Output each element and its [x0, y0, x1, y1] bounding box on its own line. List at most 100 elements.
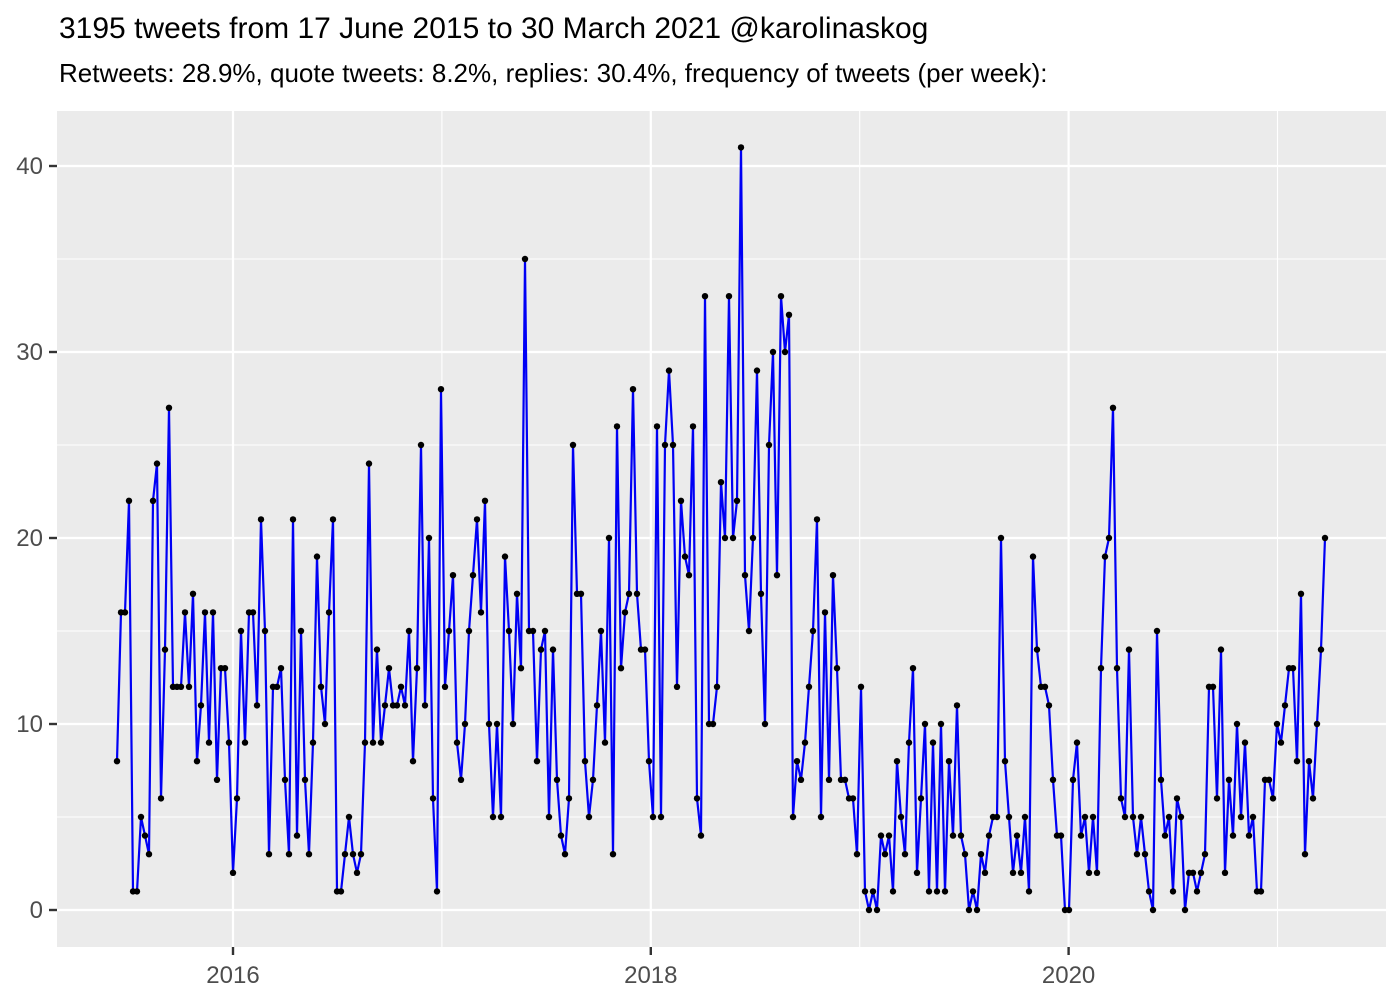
data-point	[717, 479, 725, 486]
data-point	[761, 720, 769, 728]
data-point	[1045, 702, 1053, 709]
data-point	[353, 869, 361, 876]
data-point	[1093, 869, 1101, 876]
data-point	[1237, 813, 1245, 821]
data-point	[437, 386, 445, 393]
data-point	[209, 609, 217, 616]
data-point	[289, 516, 297, 523]
data-point	[237, 627, 245, 635]
data-point	[1193, 888, 1201, 895]
data-point	[745, 627, 753, 635]
y-tick-label: 20	[16, 525, 43, 552]
data-point	[893, 758, 901, 765]
data-point	[229, 869, 237, 876]
data-point	[885, 832, 893, 839]
data-point	[1297, 590, 1305, 597]
data-point	[1081, 813, 1089, 821]
data-point	[713, 683, 721, 690]
data-point	[529, 627, 537, 635]
data-point	[961, 851, 969, 858]
data-point	[945, 758, 953, 765]
data-point	[913, 869, 921, 876]
data-point	[449, 572, 457, 579]
data-point	[1217, 646, 1225, 653]
data-point	[1069, 776, 1077, 783]
data-point	[157, 795, 165, 802]
data-point	[601, 739, 609, 746]
x-tick-label: 2016	[206, 962, 259, 989]
data-point	[453, 739, 461, 746]
data-point	[509, 720, 517, 728]
data-point	[1153, 627, 1161, 635]
data-point	[869, 888, 877, 895]
data-point	[1005, 813, 1013, 821]
data-point	[1249, 813, 1257, 821]
data-point	[765, 441, 773, 449]
data-point	[309, 739, 317, 746]
data-point	[801, 739, 809, 746]
data-point	[313, 553, 321, 560]
data-point	[1313, 720, 1321, 728]
data-point	[1321, 534, 1329, 542]
y-tick-label: 30	[16, 339, 43, 366]
data-point	[689, 423, 697, 430]
data-point	[1089, 813, 1097, 821]
data-point	[781, 348, 789, 356]
data-point	[797, 776, 805, 783]
data-point	[645, 758, 653, 765]
data-point	[1221, 869, 1229, 876]
data-point	[361, 739, 369, 746]
data-point	[381, 702, 389, 709]
data-point	[465, 627, 473, 635]
data-point	[997, 534, 1005, 542]
data-point	[733, 497, 741, 504]
data-point	[749, 534, 757, 542]
data-point	[1113, 665, 1121, 672]
data-point	[113, 758, 121, 765]
data-point	[901, 851, 909, 858]
data-point	[941, 888, 949, 895]
data-point	[737, 144, 745, 151]
data-point	[905, 739, 913, 746]
data-point	[1145, 888, 1153, 895]
data-point	[377, 739, 385, 746]
data-point	[145, 851, 153, 858]
data-point	[249, 609, 257, 616]
data-point	[1085, 869, 1093, 876]
data-point	[557, 832, 565, 839]
data-point	[1229, 832, 1237, 839]
data-point	[873, 906, 881, 914]
data-point	[1029, 553, 1037, 560]
data-point	[841, 776, 849, 783]
data-point	[1201, 851, 1209, 858]
data-point	[181, 609, 189, 616]
data-point	[1001, 758, 1009, 765]
data-point	[1065, 906, 1073, 914]
data-point	[661, 441, 669, 449]
data-point	[293, 832, 301, 839]
data-point	[769, 348, 777, 356]
data-point	[889, 888, 897, 895]
data-point	[853, 851, 861, 858]
data-point	[441, 683, 449, 690]
data-point	[649, 813, 657, 821]
data-point	[849, 795, 857, 802]
data-point	[785, 311, 793, 318]
data-point	[933, 888, 941, 895]
y-tick-label: 10	[16, 711, 43, 738]
data-point	[881, 851, 889, 858]
data-point	[125, 497, 133, 504]
data-point	[977, 851, 985, 858]
data-point	[625, 590, 633, 597]
data-point	[1281, 702, 1289, 709]
data-point	[721, 534, 729, 542]
data-point	[1269, 795, 1277, 802]
data-point	[461, 720, 469, 728]
data-point	[133, 888, 141, 895]
data-point	[777, 293, 785, 300]
data-point	[949, 832, 957, 839]
data-point	[1181, 906, 1189, 914]
data-point	[485, 720, 493, 728]
data-point	[1137, 813, 1145, 821]
data-point	[533, 758, 541, 765]
